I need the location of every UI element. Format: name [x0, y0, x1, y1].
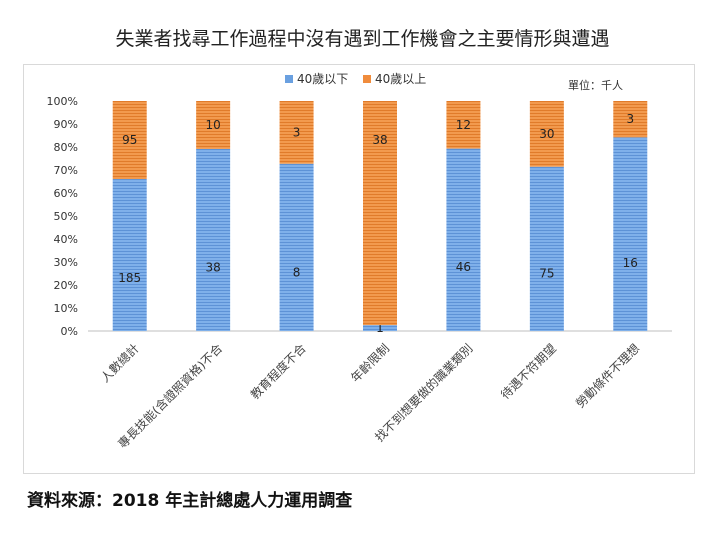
bar-segment [446, 101, 481, 149]
data-label: 8 [293, 265, 301, 279]
y-tick-label: 0% [61, 325, 78, 338]
unit-label: 單位：千人 [568, 79, 623, 92]
x-category-label: 勞動條件不理想 [572, 341, 642, 411]
x-category-label: 人數總計 [97, 341, 142, 386]
data-label: 3 [293, 125, 301, 139]
y-tick-label: 10% [54, 302, 78, 315]
bar-segment [279, 101, 314, 164]
x-category-label: 找不到想要做的職業類別 [372, 341, 476, 445]
bar-segment [529, 101, 564, 167]
data-label: 95 [122, 133, 137, 147]
legend-label: 40歲以下 [297, 72, 348, 86]
bar-segment [613, 101, 648, 138]
bar-segment [363, 101, 397, 326]
chart-title: 失業者找尋工作過程中沒有遇到工作機會之主要情形與遭遇 [115, 28, 610, 50]
y-tick-label: 20% [54, 279, 78, 292]
y-tick-label: 90% [54, 118, 78, 131]
data-label: 46 [456, 260, 471, 274]
data-label: 38 [206, 260, 221, 274]
bar-segment [529, 166, 564, 331]
x-category-label: 待遇不符期望 [497, 341, 559, 403]
source-note: 資料來源：2018 年主計總處人力運用調查 [27, 491, 353, 511]
bar-segment [613, 137, 648, 331]
bar-segment [196, 101, 231, 149]
legend-swatch [285, 75, 293, 83]
data-label: 16 [623, 256, 638, 270]
bar-segment [112, 101, 147, 180]
data-label: 38 [372, 133, 387, 147]
y-tick-label: 60% [54, 187, 78, 200]
y-tick-label: 50% [54, 210, 78, 223]
data-label: 30 [539, 127, 554, 141]
bar-segment [363, 325, 397, 331]
x-category-label: 年齡限制 [348, 341, 392, 385]
y-tick-label: 70% [54, 164, 78, 177]
legend-swatch [363, 75, 371, 83]
data-label: 185 [118, 271, 141, 285]
x-category-label: 教育程度不合 [247, 341, 309, 403]
data-label: 12 [456, 118, 471, 132]
legend-label: 40歲以上 [375, 72, 426, 86]
bar-segment [112, 179, 147, 331]
data-label: 75 [539, 267, 554, 281]
y-tick-label: 100% [47, 95, 78, 108]
data-label: 1 [376, 321, 384, 335]
data-label: 10 [206, 118, 221, 132]
y-tick-label: 30% [54, 256, 78, 269]
y-tick-label: 80% [54, 141, 78, 154]
bar-segment [279, 163, 314, 331]
y-tick-label: 40% [54, 233, 78, 246]
bar-segment [196, 148, 231, 331]
data-label: 3 [626, 112, 634, 126]
bar-segment [446, 148, 481, 331]
